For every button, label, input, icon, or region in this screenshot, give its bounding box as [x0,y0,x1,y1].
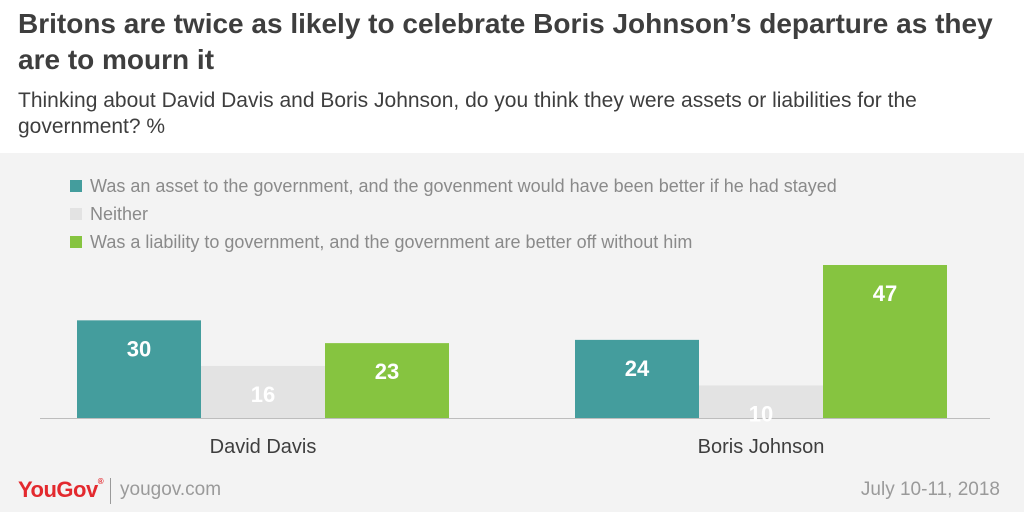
bar-liability-1 [823,265,947,418]
registered-mark: ® [97,477,104,486]
bar-neither-1 [699,385,823,418]
brand-text: YouGov [18,477,98,502]
footer-date: July 10-11, 2018 [860,479,1000,500]
data-label-asset-1: 24 [625,356,650,381]
category-label-1: Boris Johnson [698,436,825,458]
footer-site: yougov.com [120,479,222,500]
legend-swatch-asset [70,180,82,192]
legend-item-neither: Neither [70,200,837,228]
bar-asset-1 [575,339,699,418]
bar-asset-0 [77,320,201,418]
legend-label-liability: Was a liability to government, and the g… [90,231,693,252]
data-label-asset-0: 30 [127,336,151,361]
legend-swatch-neither [70,208,82,220]
header: Britons are twice as likely to celebrate… [0,0,1024,153]
chart-title: Britons are twice as likely to celebrate… [18,8,993,75]
legend: Was an asset to the government, and the … [70,172,837,256]
legend-label-neither: Neither [90,203,149,224]
yougov-logo: YouGov® [18,477,104,503]
bar-liability-0 [325,343,449,418]
legend-label-asset: Was an asset to the government, and the … [90,175,837,196]
data-label-liability-1: 47 [873,281,897,306]
bar-neither-0 [201,365,325,418]
data-label-neither-1: 10 [749,401,773,426]
data-label-neither-0: 16 [251,382,275,407]
data-label-liability-0: 23 [375,359,399,384]
legend-swatch-liability [70,236,82,248]
chart-subtitle: Thinking about David Davis and Boris Joh… [18,89,917,138]
legend-item-liability: Was a liability to government, and the g… [70,228,837,256]
footer-divider [110,478,111,504]
category-label-0: David Davis [210,436,317,458]
legend-item-asset: Was an asset to the government, and the … [70,172,837,200]
